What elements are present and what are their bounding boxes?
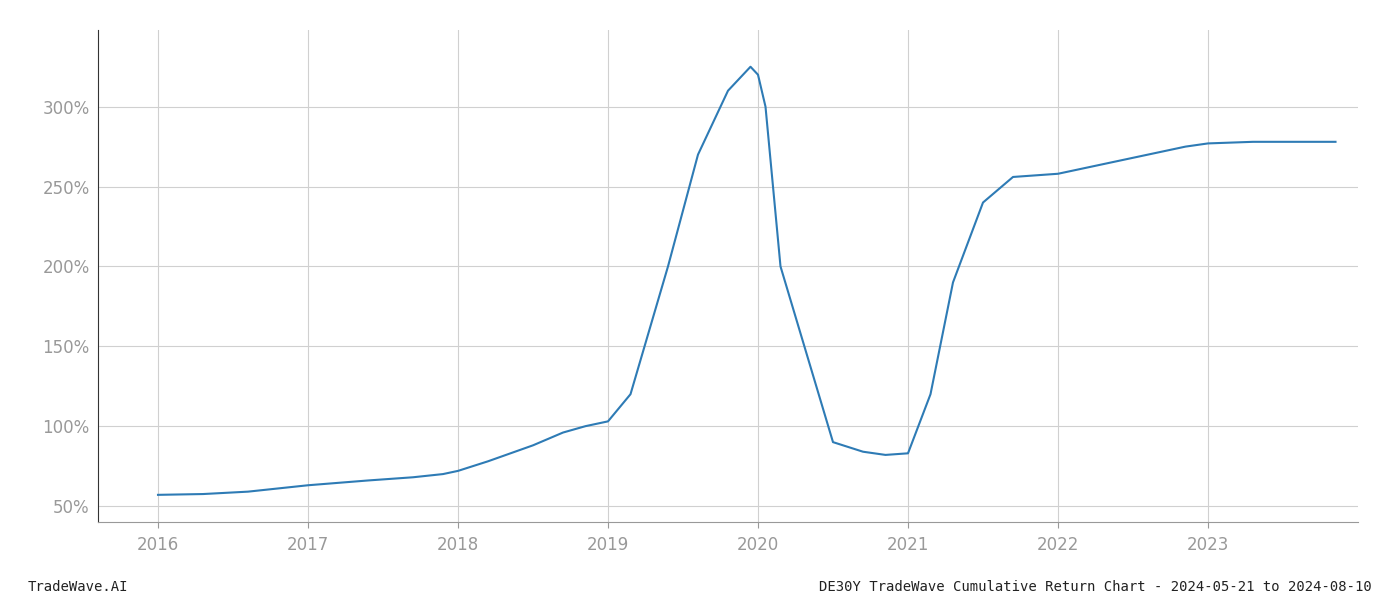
Text: TradeWave.AI: TradeWave.AI (28, 580, 129, 594)
Text: DE30Y TradeWave Cumulative Return Chart - 2024-05-21 to 2024-08-10: DE30Y TradeWave Cumulative Return Chart … (819, 580, 1372, 594)
